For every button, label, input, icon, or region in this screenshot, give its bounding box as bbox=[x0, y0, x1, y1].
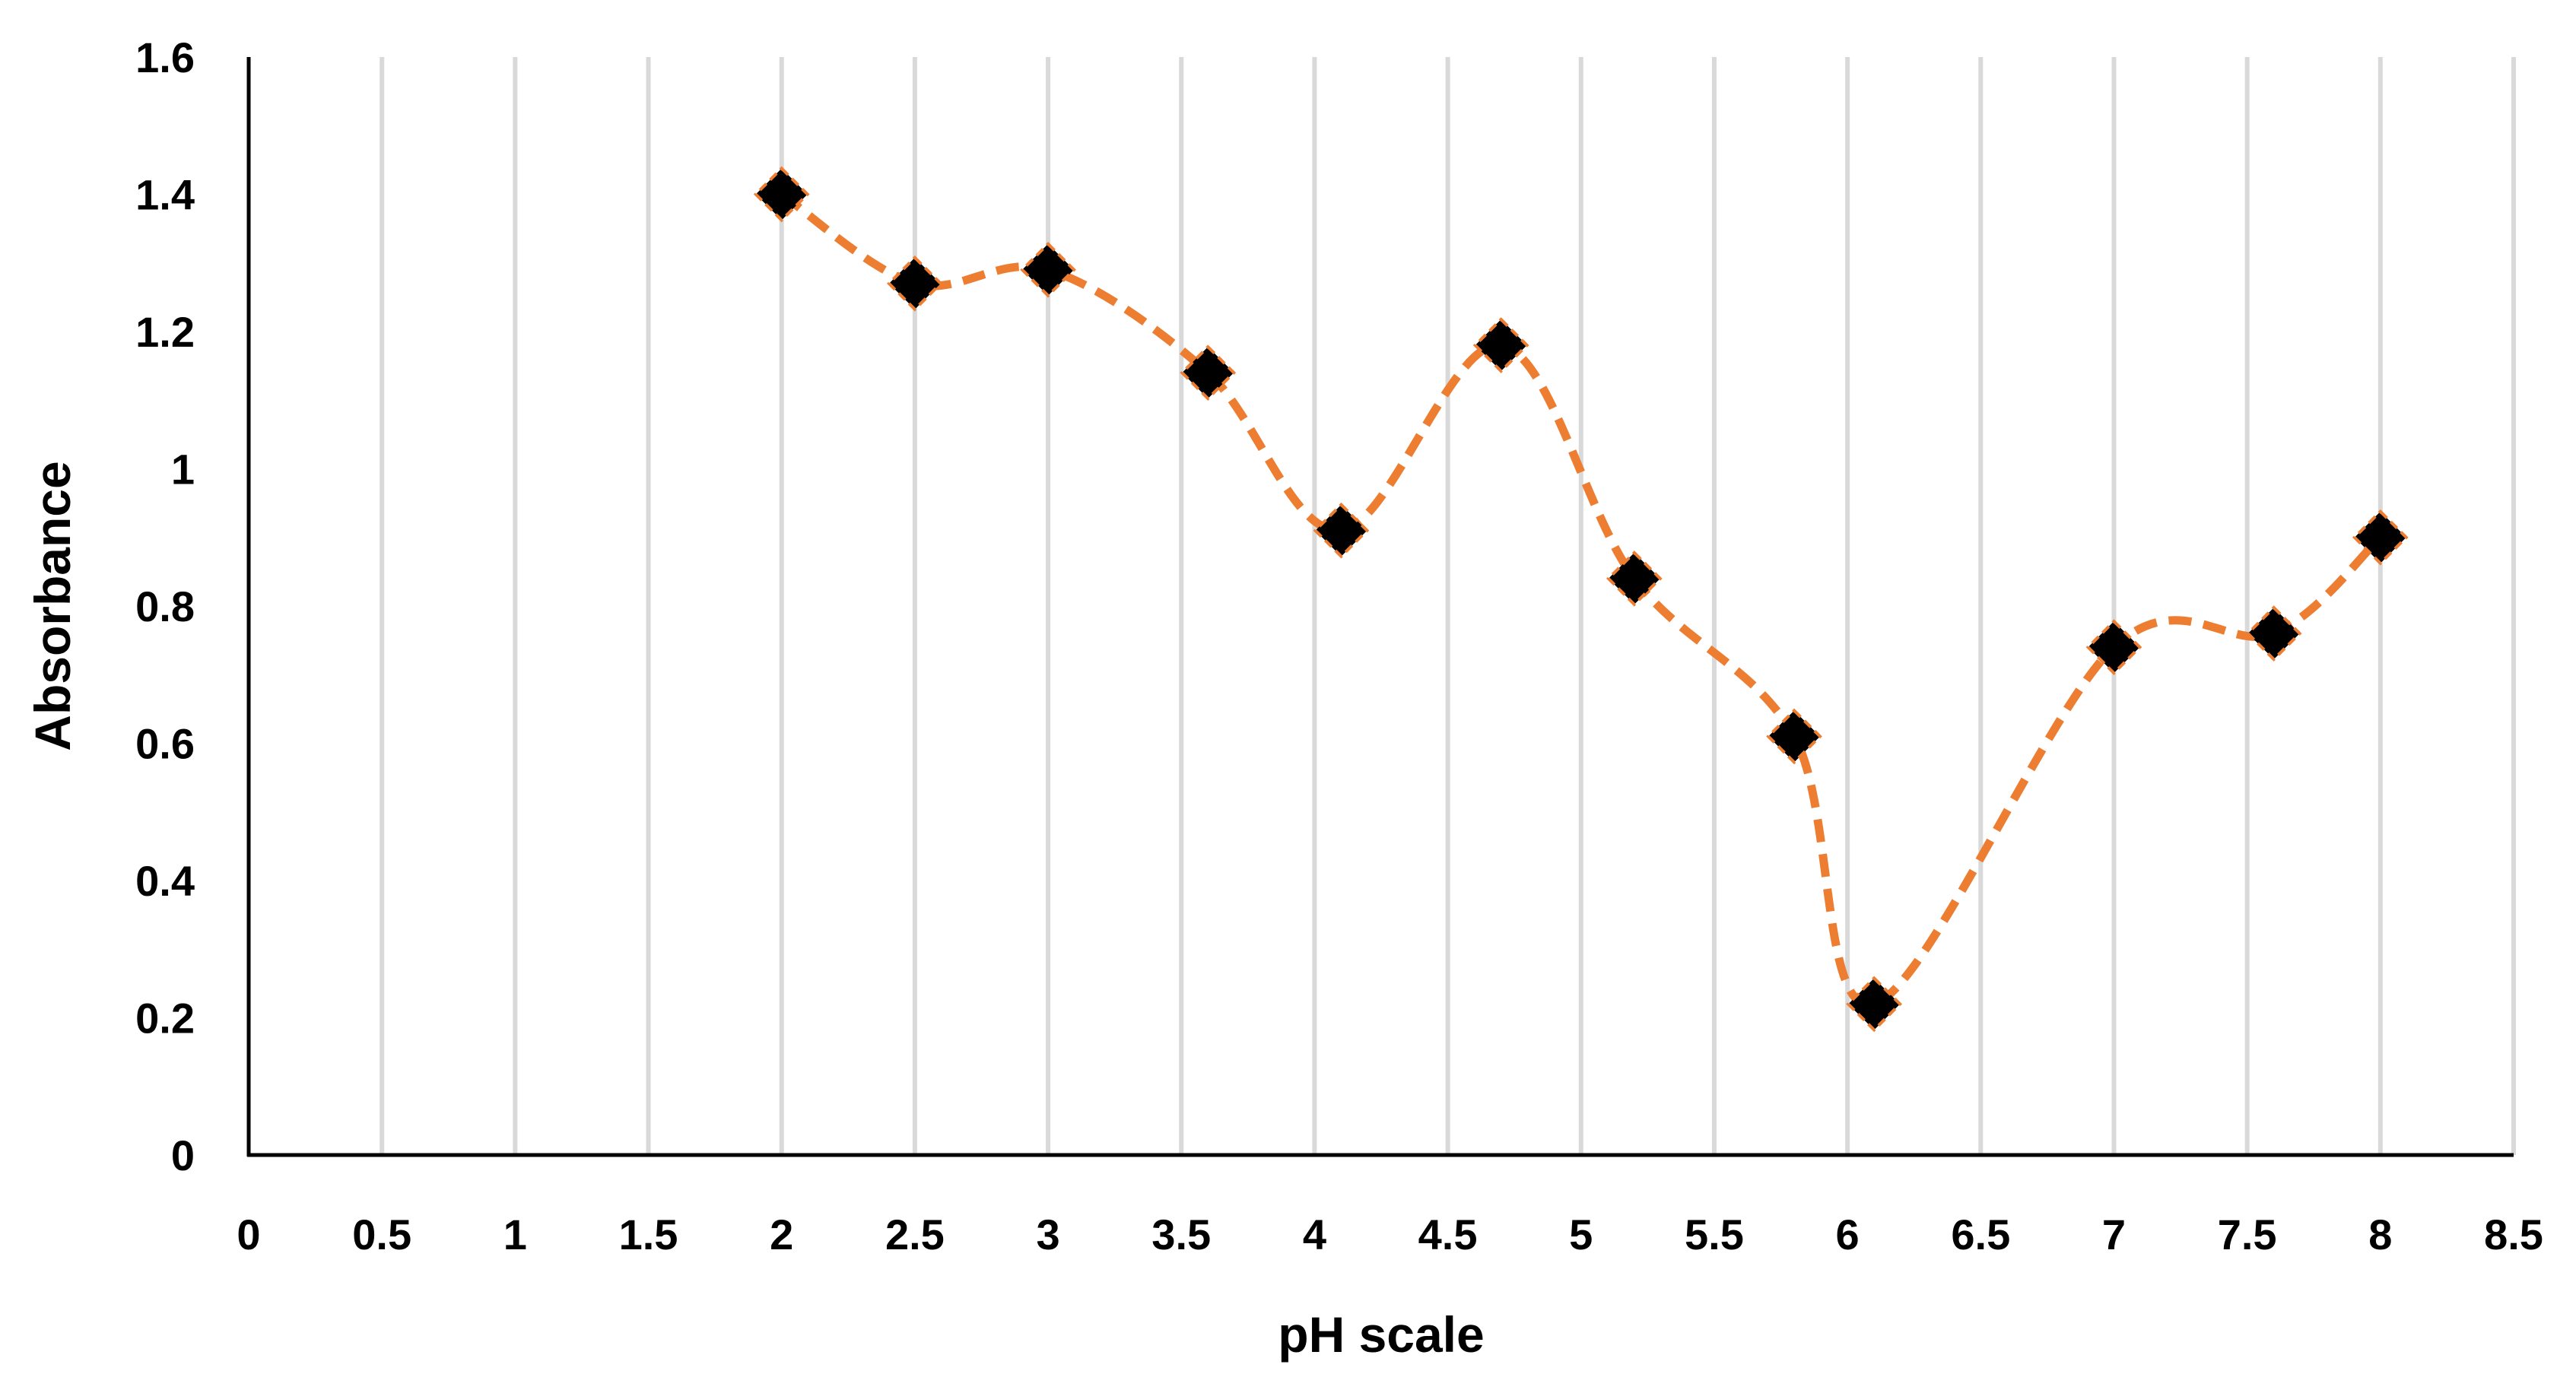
y-tick-label: 0.8 bbox=[135, 582, 195, 630]
data-point-marker bbox=[1766, 708, 1822, 765]
x-tick-label: 7 bbox=[2102, 1211, 2126, 1258]
data-point-marker bbox=[1180, 344, 1237, 401]
data-point-marker bbox=[1606, 551, 1663, 607]
x-tick-label: 8.5 bbox=[2484, 1211, 2543, 1258]
data-point-marker bbox=[2352, 509, 2409, 566]
y-tick-label: 1.2 bbox=[135, 308, 195, 356]
x-tick-label: 4 bbox=[1303, 1211, 1326, 1258]
x-tick-label: 2.5 bbox=[885, 1211, 945, 1258]
data-point-marker bbox=[1020, 241, 1076, 298]
y-tick-label: 1.6 bbox=[135, 33, 195, 81]
x-tick-label: 0 bbox=[237, 1211, 260, 1258]
x-tick-label: 6.5 bbox=[1951, 1211, 2010, 1258]
y-tick-label: 0.4 bbox=[135, 857, 195, 905]
x-tick-label: 2 bbox=[770, 1211, 793, 1258]
x-tick-label: 0.5 bbox=[352, 1211, 411, 1258]
y-tick-label: 0 bbox=[171, 1131, 195, 1179]
y-tick-label: 1.4 bbox=[135, 171, 195, 219]
x-tick-label: 1 bbox=[503, 1211, 527, 1258]
data-point-marker bbox=[1472, 317, 1529, 373]
y-tick-labels: 0 0.2 0.4 0.6 0.8 1 1.2 1.4 1.6 bbox=[135, 33, 195, 1179]
x-tick-label: 5 bbox=[1569, 1211, 1593, 1258]
x-tick-label: 3.5 bbox=[1151, 1211, 1211, 1258]
data-point-marker bbox=[887, 255, 943, 312]
data-point-marker bbox=[1846, 976, 1902, 1033]
x-tick-label: 6 bbox=[1836, 1211, 1860, 1258]
x-tick-labels: 0 0.5 1 1.5 2 2.5 3 3.5 4 4.5 5 5.5 6 6.5 7 7.5 8 8.5 bbox=[237, 1211, 2543, 1258]
data-point-marker bbox=[1313, 502, 1370, 559]
x-axis-title: pH scale bbox=[1278, 1306, 1484, 1363]
y-axis-title: Absorbance bbox=[24, 461, 81, 750]
series bbox=[753, 166, 2409, 1033]
x-tick-label: 8 bbox=[2368, 1211, 2392, 1258]
data-point-marker bbox=[2085, 619, 2142, 675]
y-tick-label: 0.6 bbox=[135, 720, 195, 768]
y-tick-label: 1 bbox=[171, 446, 195, 493]
data-point-marker bbox=[753, 166, 810, 223]
x-tick-label: 5.5 bbox=[1685, 1211, 1744, 1258]
axes bbox=[246, 57, 2514, 1157]
gridlines bbox=[380, 57, 2516, 1155]
data-point-marker bbox=[2245, 605, 2302, 662]
x-tick-label: 4.5 bbox=[1418, 1211, 1478, 1258]
x-tick-label: 1.5 bbox=[619, 1211, 678, 1258]
y-tick-label: 0.2 bbox=[135, 995, 195, 1042]
x-tick-label: 7.5 bbox=[2218, 1211, 2277, 1258]
x-tick-label: 3 bbox=[1036, 1211, 1059, 1258]
